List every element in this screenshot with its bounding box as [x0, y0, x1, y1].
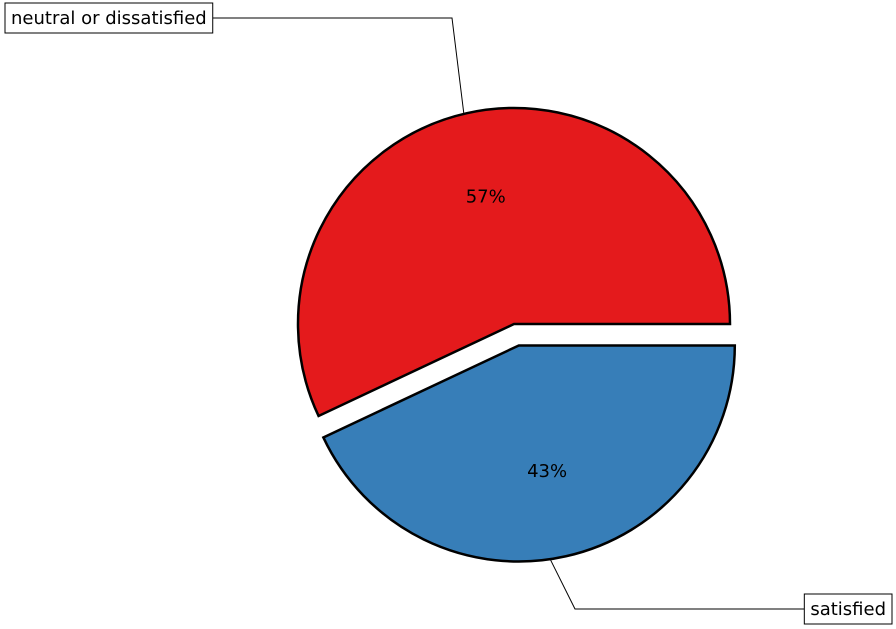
leader-line-satisfied: [549, 558, 805, 610]
slice-label-text-neutral: neutral or dissatisfied: [11, 8, 207, 29]
slice-percent-label-satisfied: 43%: [527, 461, 567, 482]
slice-percent-label-neutral: 57%: [466, 187, 506, 208]
slice-label-text-satisfied: satisfied: [810, 599, 886, 620]
slice-label-box-neutral: [4, 2, 214, 34]
slice-label-box-satisfied: [803, 593, 893, 625]
leader-lines: [212, 17, 805, 610]
pie-slice-satisfied: [321, 344, 737, 563]
pie-slices: [296, 106, 737, 563]
leader-line-neutral: [212, 17, 465, 114]
slice-label-neutral: neutral or dissatisfied: [4, 2, 214, 34]
slice-label-satisfied: satisfied: [803, 593, 893, 625]
pie-slice-neutral: [296, 106, 732, 418]
